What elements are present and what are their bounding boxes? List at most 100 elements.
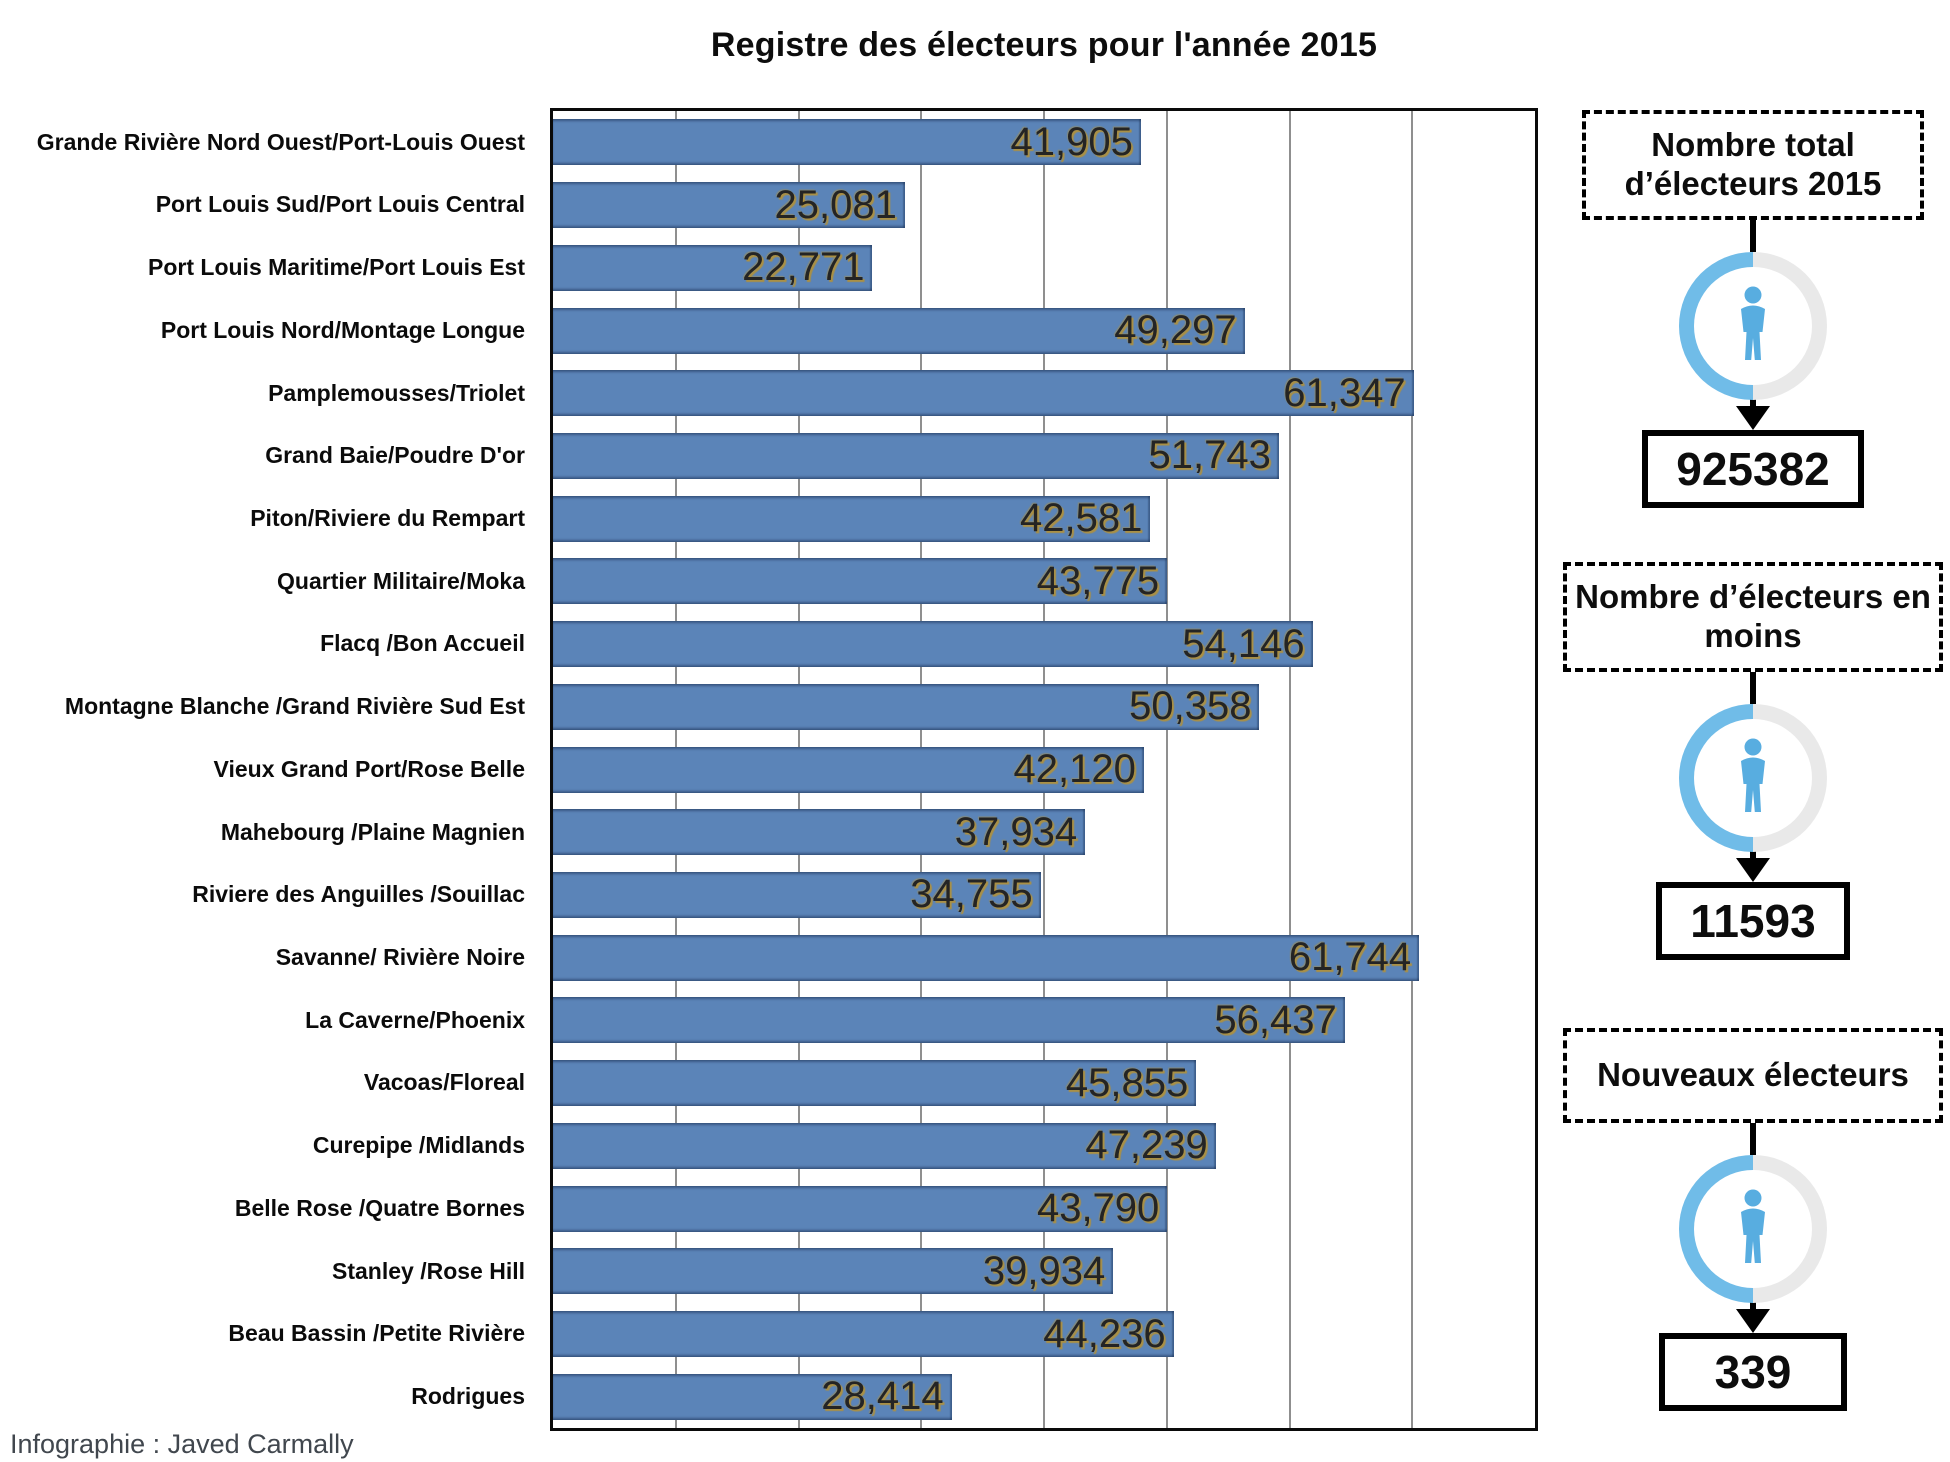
- bar: 50,358: [553, 683, 1260, 730]
- bar: 22,771: [553, 244, 873, 291]
- bar-value-label: 44,236: [1043, 1311, 1166, 1356]
- bar-row: 37,934: [553, 801, 1535, 864]
- stat-value-box: 11593: [1656, 881, 1850, 960]
- bar-value-label: 45,855: [1065, 1060, 1189, 1105]
- bar-value-label: 42,581: [1020, 496, 1143, 541]
- category-label: Curepipe /Midlands: [312, 1132, 525, 1159]
- bar-value-label: 47,239: [1085, 1123, 1208, 1168]
- chart-title: Registre des électeurs pour l'année 2015: [710, 26, 1378, 64]
- bar-value-label: 56,437: [1214, 997, 1337, 1042]
- bar-row: 51,743: [553, 425, 1535, 488]
- bar-value-label: 61,347: [1283, 370, 1406, 415]
- bar-row: 45,855: [553, 1052, 1535, 1115]
- category-label: Port Louis Nord/Montage Longue: [160, 316, 525, 343]
- gridline: [1411, 111, 1414, 1428]
- category-label: Pamplemousses/Triolet: [268, 379, 525, 406]
- bar-row: 39,934: [553, 1240, 1535, 1303]
- connector-line: [1750, 1122, 1756, 1155]
- bar-row: 42,581: [553, 487, 1535, 550]
- bar-row: 42,120: [553, 738, 1535, 801]
- bar-value-label: 43,790: [1036, 1186, 1160, 1231]
- bar: 37,934: [553, 809, 1086, 856]
- bar-value-label: 54,146: [1182, 621, 1305, 666]
- bar-row: 56,437: [553, 989, 1535, 1052]
- bar-rows: 41,905 25,081 22,771 49,297 61,347 51,743 42,5…: [553, 111, 1535, 1428]
- bar-row: 49,297: [553, 299, 1535, 362]
- plot-area: 41,905 25,081 22,771 49,297 61,347 51,743 42,5…: [550, 108, 1538, 1431]
- bar: 34,755: [553, 871, 1041, 918]
- progress-ring: [1679, 251, 1827, 400]
- bar: 56,437: [553, 997, 1345, 1044]
- category-label: La Caverne/Phoenix: [305, 1006, 525, 1033]
- category-label: Mahebourg /Plaine Magnien: [220, 818, 525, 845]
- bar: 42,120: [553, 746, 1144, 793]
- gridline: [1288, 111, 1291, 1428]
- bar-row: 47,239: [553, 1115, 1535, 1178]
- bar-row: 25,081: [553, 174, 1535, 237]
- bar-row: 22,771: [553, 236, 1535, 299]
- category-labels: Grande Rivière Nord Ouest/Port-Louis Oue…: [0, 111, 539, 1428]
- bar-value-label: 42,120: [1013, 747, 1136, 792]
- bar-row: 50,358: [553, 675, 1535, 738]
- category-label: Stanley /Rose Hill: [331, 1257, 525, 1284]
- bar: 39,934: [553, 1248, 1114, 1295]
- progress-ring: [1679, 1154, 1827, 1303]
- category-label: Savanne/ Rivière Noire: [275, 943, 525, 970]
- bar: 42,581: [553, 495, 1151, 542]
- category-label: Grand Baie/Poudre D'or: [265, 442, 525, 469]
- category-label: Port Louis Maritime/Port Louis Est: [148, 254, 525, 281]
- stat-label-box: Nombre d’électeurs en moins: [1563, 562, 1943, 672]
- stat-group-electors-removed: Nombre d’électeurs en moins 11593: [1563, 562, 1943, 960]
- bar: 28,414: [553, 1373, 952, 1420]
- category-label: Port Louis Sud/Port Louis Central: [155, 191, 525, 218]
- bar-value-label: 41,905: [1010, 119, 1133, 164]
- category-label: Riviere des Anguilles /Souillac: [192, 881, 525, 908]
- bar: 44,236: [553, 1311, 1174, 1358]
- bar: 54,146: [553, 621, 1313, 668]
- bar-value-label: 28,414: [821, 1374, 944, 1419]
- gridline: [1165, 111, 1168, 1428]
- bar-value-label: 39,934: [982, 1248, 1106, 1293]
- stat-value-box: 339: [1659, 1332, 1847, 1411]
- progress-ring: [1679, 703, 1827, 852]
- category-label: Vacoas/Floreal: [363, 1069, 525, 1096]
- connector-line: [1750, 393, 1756, 406]
- bar-row: 44,236: [553, 1303, 1535, 1366]
- category-label: Flacq /Bon Accueil: [320, 630, 525, 657]
- person-icon: [1741, 286, 1765, 360]
- bar: 45,855: [553, 1060, 1197, 1107]
- bar-row: 54,146: [553, 613, 1535, 676]
- bar-value-label: 51,743: [1148, 433, 1271, 478]
- bar: 43,790: [553, 1185, 1168, 1232]
- bar: 61,347: [553, 370, 1414, 417]
- stat-label-box: Nombre total d’électeurs 2015: [1582, 110, 1924, 220]
- arrow-down-icon: [1736, 1308, 1770, 1333]
- bar: 61,744: [553, 934, 1420, 981]
- arrow-down-icon: [1736, 405, 1770, 430]
- bar-row: 43,790: [553, 1177, 1535, 1240]
- bar: 25,081: [553, 182, 905, 229]
- bar: 51,743: [553, 432, 1279, 479]
- person-icon: [1741, 1189, 1765, 1263]
- credit-text: Infographie : Javed Carmally: [10, 1429, 354, 1459]
- stat-label-box: Nouveaux électeurs: [1563, 1028, 1943, 1123]
- connector-line: [1750, 671, 1756, 704]
- category-label: Vieux Grand Port/Rose Belle: [213, 755, 525, 782]
- bar-row: 43,775: [553, 550, 1535, 613]
- person-icon: [1741, 738, 1765, 812]
- category-label: Montagne Blanche /Grand Rivière Sud Est: [64, 693, 525, 720]
- connector-line: [1750, 1296, 1756, 1309]
- bar: 47,239: [553, 1122, 1216, 1169]
- bar: 41,905: [553, 119, 1141, 166]
- category-label: Beau Bassin /Petite Rivière: [228, 1320, 525, 1347]
- category-label: Grande Rivière Nord Ouest/Port-Louis Oue…: [36, 128, 525, 155]
- bar-value-label: 25,081: [774, 182, 897, 227]
- category-label: Rodrigues: [411, 1383, 525, 1409]
- category-label: Quartier Militaire/Moka: [277, 567, 525, 594]
- bar-row: 61,347: [553, 362, 1535, 425]
- stat-value-box: 925382: [1642, 429, 1864, 508]
- bar-row: 28,414: [553, 1365, 1535, 1428]
- bar-row: 61,744: [553, 926, 1535, 989]
- bar-row: 34,755: [553, 864, 1535, 927]
- connector-line: [1750, 845, 1756, 858]
